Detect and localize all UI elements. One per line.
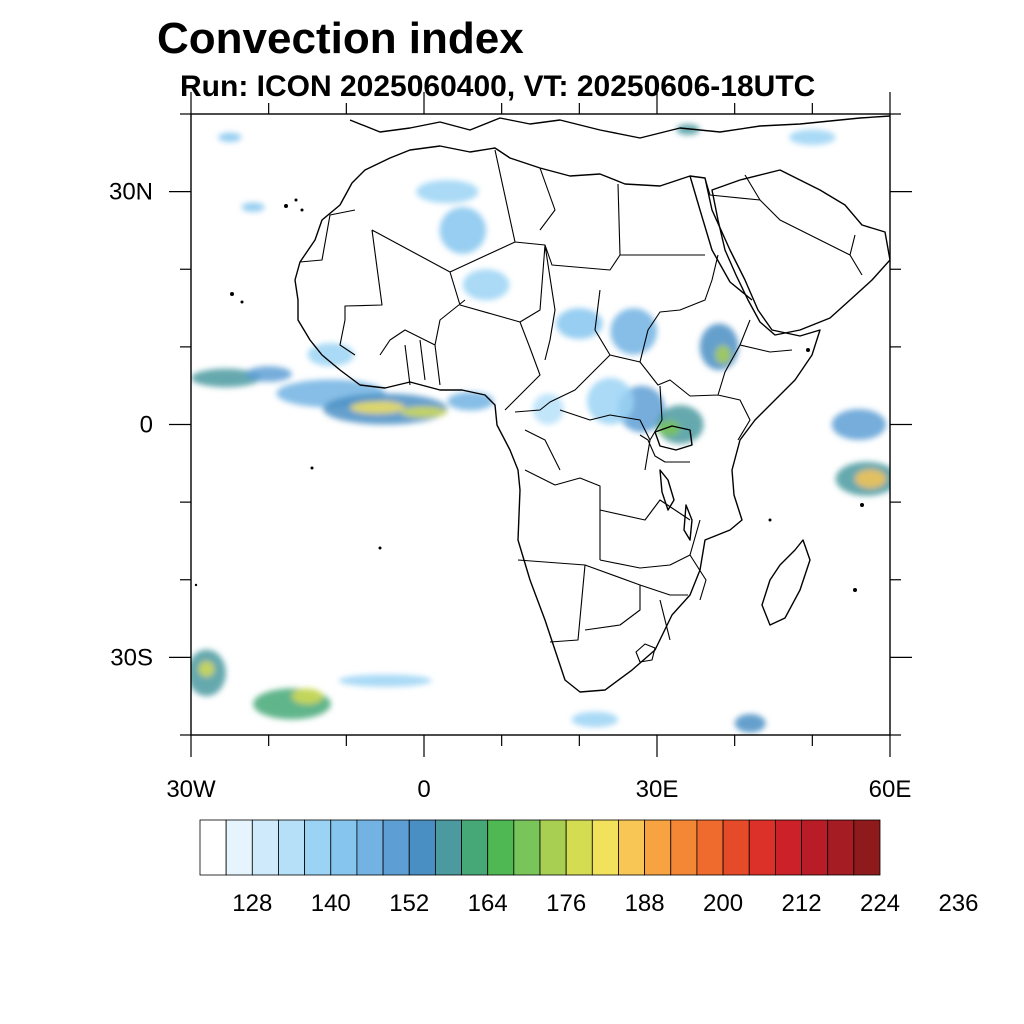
- convection-area-32: [587, 377, 634, 425]
- colorbar-swatch: [199, 819, 227, 876]
- colorbar-swatch: [722, 819, 750, 876]
- convection-area-9: [462, 269, 510, 301]
- convection-area-27: [789, 129, 836, 146]
- map-ticks: [169, 92, 912, 757]
- convection-area-6: [447, 391, 494, 411]
- colorbar-swatch: [461, 819, 489, 876]
- colorbar-swatch: [696, 819, 724, 876]
- map-plot-area: [190, 113, 891, 736]
- map-title: Convection index: [157, 14, 524, 63]
- colorbar-swatch: [225, 819, 253, 876]
- colorbar-label: 140: [311, 890, 351, 917]
- lake-victoria: [654, 425, 693, 451]
- colorbar-labels: 128 140 152 164 176 188 200 212 224 236: [232, 890, 978, 917]
- colorbar-swatch: [356, 819, 384, 876]
- colorbar-swatch: [670, 819, 698, 876]
- lon-label: 60E: [869, 776, 912, 803]
- europe-coastline: [349, 115, 890, 139]
- border-lines: [299, 149, 863, 643]
- map-subtitle: Run: ICON 2025060400, VT: 20250606-18UTC: [180, 70, 816, 103]
- convection-area-30: [218, 132, 242, 142]
- colorbar-label: 188: [625, 890, 665, 917]
- convection-area-23: [291, 688, 324, 704]
- convection-area-24: [338, 674, 432, 687]
- convection-area-28: [676, 124, 700, 135]
- colorbar-swatch: [304, 819, 332, 876]
- colorbar-label: 224: [860, 890, 900, 917]
- colorbar-swatch: [251, 819, 279, 876]
- arabia-coastline: [711, 169, 890, 336]
- convection-area-16: [715, 345, 731, 364]
- colorbar-label: 200: [703, 890, 743, 917]
- colorbar: [199, 819, 881, 876]
- colorbar-swatch: [801, 819, 829, 876]
- convection-area-26: [734, 714, 766, 733]
- colorbar-label: 236: [938, 890, 978, 917]
- convection-area-33: [532, 393, 564, 425]
- convection-area-11: [610, 308, 657, 355]
- convection-area-4: [350, 401, 405, 414]
- islands: [194, 198, 864, 592]
- lat-label: 30S: [110, 644, 153, 671]
- colorbar-swatch: [408, 819, 436, 876]
- lon-label: 0: [417, 776, 430, 803]
- convection-field: [191, 124, 890, 733]
- convection-area-5: [400, 406, 448, 418]
- colorbar-swatch: [618, 819, 646, 876]
- colorbar-swatch: [330, 819, 358, 876]
- colorbar-swatch: [278, 819, 306, 876]
- colorbar-swatch: [827, 819, 855, 876]
- lon-label: 30E: [636, 776, 679, 803]
- convection-area-29: [307, 342, 355, 367]
- lat-label: 0: [140, 412, 153, 439]
- lesotho-border: [635, 643, 656, 663]
- lat-label: 30N: [109, 179, 153, 206]
- convection-area-31: [241, 202, 265, 212]
- coastlines: [294, 115, 890, 693]
- lon-label: 30W: [166, 776, 216, 803]
- colorbar-swatch: [487, 819, 515, 876]
- country-borders: [299, 149, 863, 663]
- colorbar-swatch: [748, 819, 776, 876]
- colorbar-label: 176: [546, 890, 586, 917]
- colorbar-swatch: [644, 819, 672, 876]
- convection-area-8: [439, 207, 487, 254]
- colorbar-swatch: [382, 819, 410, 876]
- colorbar-swatch: [565, 819, 593, 876]
- convection-area-17: [831, 408, 887, 441]
- africa-coastline: [294, 145, 821, 693]
- convection-area-19: [855, 469, 887, 489]
- lake-malawi: [683, 504, 693, 541]
- colorbar-label: 128: [232, 890, 272, 917]
- convection-area-10: [556, 308, 603, 340]
- colorbar-label: 164: [468, 890, 508, 917]
- convection-area-0: [191, 368, 261, 388]
- red-sea-coast: [689, 175, 753, 301]
- colorbar-swatch: [591, 819, 619, 876]
- lake-tanganyika: [659, 469, 675, 511]
- colorbar-swatch: [513, 819, 541, 876]
- convection-area-1: [245, 366, 292, 382]
- convection-area-21: [198, 661, 215, 677]
- madagascar-coastline: [761, 539, 811, 626]
- colorbar-swatch: [853, 819, 881, 876]
- convection-area-14: [657, 420, 681, 437]
- convection-area-25: [571, 711, 619, 728]
- colorbar-swatch: [434, 819, 462, 876]
- colorbar-swatch: [539, 819, 567, 876]
- colorbar-label: 152: [389, 890, 429, 917]
- map-tick-labels: 30N 0 30S 30W 0 30E 60E: [109, 179, 911, 803]
- convection-area-7: [416, 179, 479, 204]
- colorbar-swatch: [774, 819, 802, 876]
- colorbar-label: 212: [782, 890, 822, 917]
